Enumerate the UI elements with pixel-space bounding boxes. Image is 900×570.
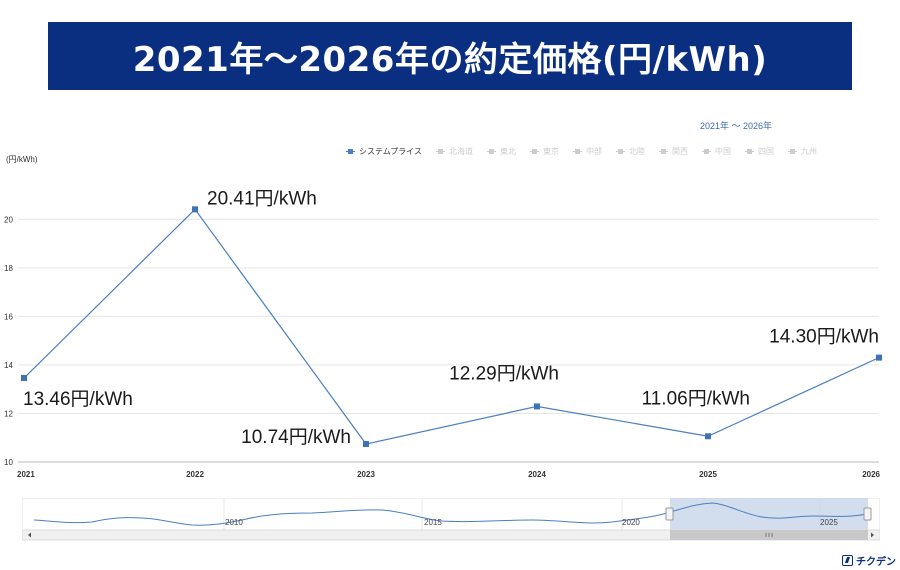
legend-item-tohoku[interactable]: 東北 xyxy=(487,146,516,157)
title-banner: 2021年～2026年の約定価格(円/kWh) xyxy=(48,22,852,90)
legend-marker-icon xyxy=(745,149,755,154)
data-label: 10.74円/kWh xyxy=(241,427,351,448)
x-tick-label: 2022 xyxy=(186,470,204,479)
data-labels: 13.46円/kWh 20.41円/kWh 10.74円/kWh 12.29円/kWh… xyxy=(23,188,879,448)
legend: システムプライス 北海道 東北 東京 中部 北陸 関西 中国 四国 九州 xyxy=(346,146,817,157)
navigator-label: 2020 xyxy=(622,518,640,527)
axis-ticks: 10 12 14 16 18 20 2021 2022 2023 2024 2025 2026 xyxy=(4,215,881,479)
navigator-label: 2015 xyxy=(424,518,442,527)
x-tick-label: 2021 xyxy=(17,470,35,479)
y-tick-label: 20 xyxy=(4,215,13,224)
navigator-selection[interactable] xyxy=(670,498,868,530)
y-axis-unit: (円/kWh) xyxy=(6,155,38,164)
legend-marker-icon xyxy=(659,149,669,154)
range-navigator[interactable]: 2010 2015 2020 2025 xyxy=(21,497,881,542)
navigator-plot[interactable] xyxy=(21,497,881,542)
navigator-handle-right[interactable] xyxy=(863,507,872,521)
data-point[interactable] xyxy=(363,441,369,448)
bolt-icon xyxy=(842,555,853,566)
legend-item-kyushu[interactable]: 九州 xyxy=(788,146,817,157)
y-tick-label: 14 xyxy=(4,361,13,370)
y-tick-label: 12 xyxy=(4,409,13,418)
data-point[interactable] xyxy=(534,403,540,410)
series-line xyxy=(23,208,880,445)
series xyxy=(21,206,882,448)
scroll-left-icon[interactable] xyxy=(28,532,31,538)
page-title: 2021年～2026年の約定価格(円/kWh) xyxy=(132,39,768,80)
legend-item-hokuriku[interactable]: 北陸 xyxy=(616,146,645,157)
legend-marker-icon xyxy=(487,149,497,154)
legend-marker-icon xyxy=(346,149,355,154)
legend-marker-icon xyxy=(530,149,540,154)
data-label: 12.29円/kWh xyxy=(449,363,559,384)
legend-item-system-price[interactable]: システムプライス xyxy=(346,146,422,157)
date-range-label: 2021年 ～ 2026年 xyxy=(700,121,773,131)
data-point[interactable] xyxy=(876,354,882,361)
legend-item-shikoku[interactable]: 四国 xyxy=(745,146,774,157)
y-tick-label: 10 xyxy=(4,458,13,467)
navigator-handle-left[interactable] xyxy=(665,507,674,521)
legend-item-kansai[interactable]: 関西 xyxy=(659,146,688,157)
navigator-label: 2025 xyxy=(820,518,838,527)
navigator-label: 2010 xyxy=(225,518,243,527)
data-label: 20.41円/kWh xyxy=(207,188,317,209)
x-tick-label: 2026 xyxy=(862,470,880,479)
data-point[interactable] xyxy=(192,206,198,213)
x-tick-label: 2025 xyxy=(699,470,717,479)
data-label: 11.06円/kWh xyxy=(642,388,750,409)
scroll-right-icon[interactable] xyxy=(871,532,874,538)
legend-item-hokkaido[interactable]: 北海道 xyxy=(436,146,473,157)
legend-marker-icon xyxy=(436,149,446,154)
legend-marker-icon xyxy=(616,149,626,154)
y-tick-label: 18 xyxy=(4,264,13,273)
legend-marker-icon xyxy=(573,149,583,154)
navigator-series xyxy=(33,502,871,526)
legend-item-chugoku[interactable]: 中国 xyxy=(702,146,731,157)
data-point[interactable] xyxy=(705,433,711,440)
data-label: 13.46円/kWh xyxy=(23,389,133,410)
data-point[interactable] xyxy=(21,375,27,382)
legend-marker-icon xyxy=(702,149,712,154)
grid xyxy=(18,218,879,463)
brand-logo: チクデン xyxy=(842,553,896,568)
x-tick-label: 2023 xyxy=(357,470,375,479)
data-label: 14.30円/kWh xyxy=(769,327,879,348)
legend-item-chubu[interactable]: 中部 xyxy=(573,146,602,157)
y-tick-label: 16 xyxy=(4,312,13,321)
x-tick-label: 2024 xyxy=(528,470,546,479)
legend-marker-icon xyxy=(788,149,798,154)
legend-item-tokyo[interactable]: 東京 xyxy=(530,146,559,157)
